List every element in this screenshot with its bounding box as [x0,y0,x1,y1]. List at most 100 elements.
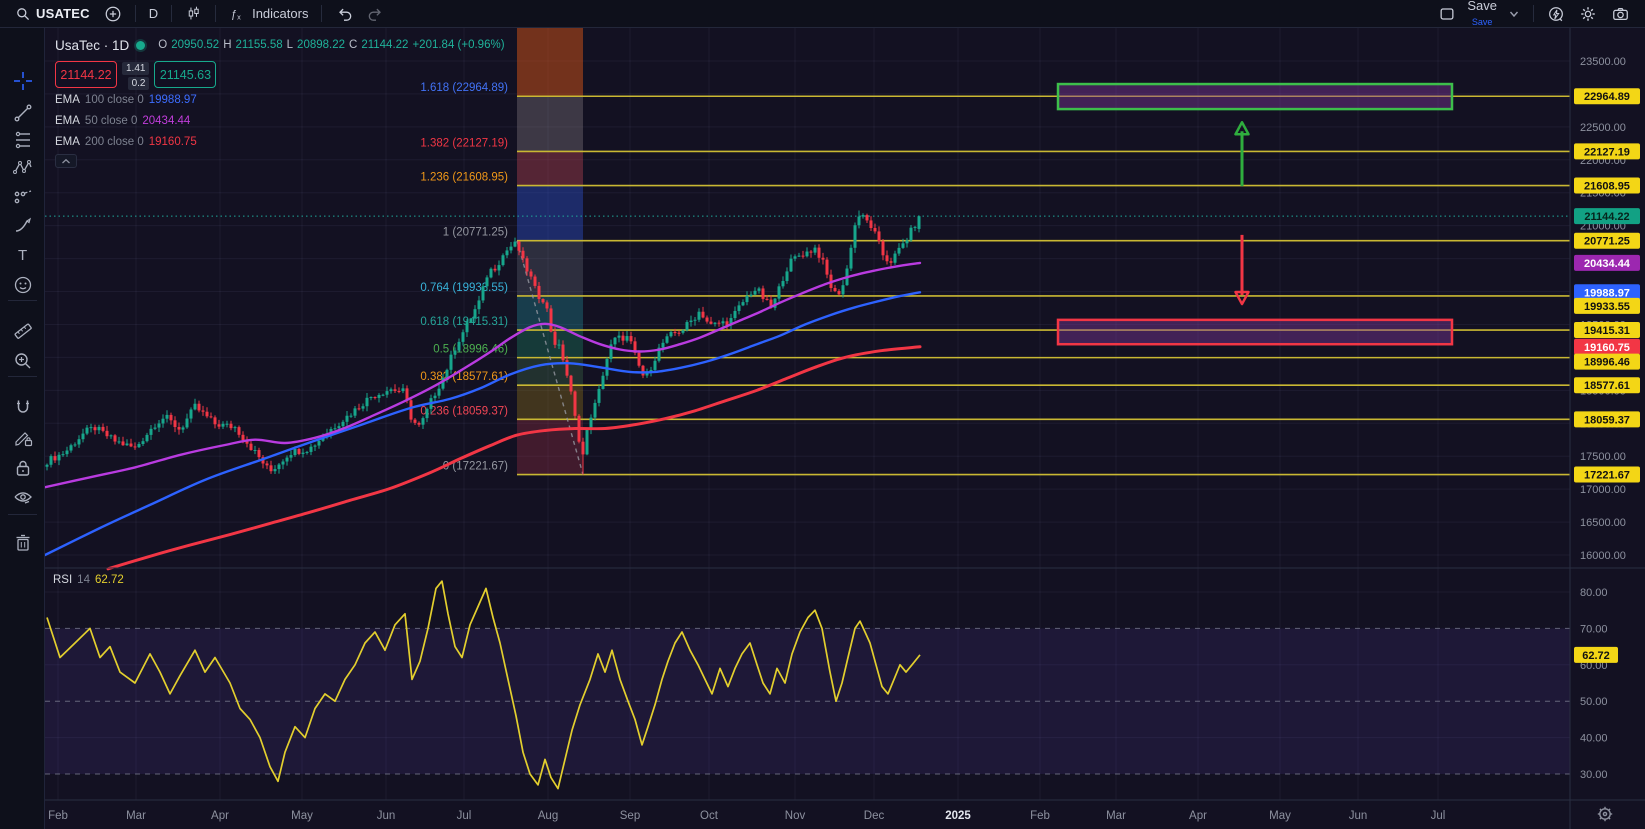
price-axis-badge: 20434.44 [1574,254,1640,271]
xabcd-pattern-icon [12,160,32,174]
svg-text:18577.61: 18577.61 [1584,380,1630,392]
ema-200-line[interactable] [106,345,922,571]
support-zone-box[interactable] [1056,318,1454,346]
chart-style-button[interactable] [178,2,209,25]
layout-square-icon [1440,7,1454,20]
price-axis-badge: 19933.55 [1574,297,1640,314]
time-axis-label: Jul [1431,810,1446,822]
hide-drawings-button[interactable] [7,484,38,512]
eye-icon [14,492,32,504]
alert-clock-icon [1549,6,1563,21]
fib-level-label: 1.382 (22127.19) [420,137,508,149]
price-axis-badge: 21144.22 [1574,208,1640,225]
text-tool-button[interactable]: T [7,241,38,269]
top-toolbar: USATEC D [0,0,1645,28]
time-axis-label: Mar [1106,810,1126,822]
undo-button[interactable] [328,3,360,25]
svg-text:21144.22: 21144.22 [1584,211,1629,223]
axis-settings-gear-icon[interactable] [1597,806,1613,822]
alert-button[interactable] [1540,2,1572,26]
chart-canvas[interactable]: 1.618 (22964.89) 1.382 (22127.19) 1.236 (2… [45,28,1645,829]
crosshair-tool-button[interactable] [7,67,38,95]
svg-text:19415.31: 19415.31 [1584,325,1630,337]
interval-button[interactable]: D [142,3,165,24]
drawing-mode-lock-button[interactable] [7,424,38,452]
compare-add-button[interactable] [97,2,129,26]
toolbar-divider [215,5,217,22]
fib-level-label: 0 (17221.67) [443,461,508,473]
target-zone-box[interactable] [1056,82,1454,111]
sell-button[interactable]: 21144.22 [55,61,117,88]
down-arrow-drawing[interactable] [1234,234,1250,306]
fib-retracement-tool-button[interactable] [7,126,38,154]
up-arrow-drawing[interactable] [1234,121,1250,187]
time-axis-label: Sep [620,810,640,822]
svg-text:17000.00: 17000.00 [1580,484,1626,496]
svg-text:30.00: 30.00 [1580,769,1608,781]
time-axis-label: Jun [377,810,396,822]
change-value: +201.84 (+0.96%) [412,39,505,51]
fib-retracement-icon [15,131,30,149]
trend-line-tool-button[interactable] [7,99,38,127]
fib-band [517,330,583,358]
projection-tool-button[interactable] [7,182,38,210]
fib-level-label: 0.236 (18059.37) [420,405,508,417]
gear-icon [1581,6,1595,21]
legend-collapse-button[interactable] [55,154,77,168]
indicators-button[interactable]: ƒ x Indicators [222,3,315,25]
symbol-title[interactable]: UsaTec · 1D [55,37,130,53]
search-icon [17,7,30,20]
rsi-line[interactable] [46,580,921,790]
indicator-row-ema100[interactable]: EMA 100 close 0 19988.97 [55,93,197,106]
svg-text:70.00: 70.00 [1580,623,1608,635]
time-axis-label: May [291,810,313,822]
sidebar-divider [8,514,37,515]
svg-text:19988.97: 19988.97 [1584,287,1630,299]
fib-baseline [516,240,584,475]
remove-drawings-button[interactable] [7,529,38,557]
zoom-in-tool-button[interactable] [7,347,38,375]
rsi-legend[interactable]: RSI 14 62.72 [53,574,124,586]
ema-50-line[interactable] [45,261,922,489]
brush-tool-button[interactable] [7,212,38,240]
lock-drawings-button[interactable] [7,454,38,482]
spread-bottom: 0.2 [127,77,150,90]
ema-100-line[interactable] [45,291,922,557]
spread-top: 1.41 [122,62,150,75]
fib-level-label: 1 (20771.25) [443,227,508,239]
settings-button[interactable] [1572,2,1604,26]
rsi-pane [45,580,1570,790]
indicator-row-ema50[interactable]: EMA 50 close 0 20434.44 [55,114,191,127]
time-axis-label: Apr [1189,810,1207,822]
svg-text:16500.00: 16500.00 [1580,517,1626,529]
svg-text:22500.00: 22500.00 [1580,122,1626,134]
measure-tool-button[interactable] [7,317,38,345]
toolbar-divider [171,5,173,22]
indicator-row-ema200[interactable]: EMA 200 close 0 19160.75 [55,135,197,148]
svg-text:80.00: 80.00 [1580,587,1608,599]
save-menu-button[interactable] [1501,5,1527,23]
screenshot-button[interactable] [1604,2,1637,26]
redo-button[interactable] [360,3,392,25]
layout-button[interactable] [1431,2,1463,26]
interval-label: D [148,6,159,21]
pattern-tool-button[interactable] [7,154,38,182]
fib-level-label: 0.5 (18996.46) [433,344,508,356]
fib-band [517,185,583,241]
sidebar-divider [8,300,37,301]
svg-text:x: x [237,12,241,21]
price-axis-badge: 19988.97 [1574,284,1640,301]
price-axis[interactable]: 16000.0016500.0017000.0017500.0018000.00… [1574,56,1640,781]
fib-level-label: 1.236 (21608.95) [420,172,508,184]
time-axis[interactable]: Feb Mar Apr May Jun Jul Aug Sep Oct Nov Dec 2025 Feb… [48,806,1613,822]
magnet-mode-button[interactable] [7,394,38,422]
time-axis-label: May [1269,810,1291,822]
save-button[interactable]: Save Save [1463,0,1501,28]
svg-text:18059.37: 18059.37 [1584,414,1630,426]
svg-text:18996.46: 18996.46 [1584,357,1630,369]
chevron-up-icon [62,158,70,163]
text-icon: T [18,247,27,264]
symbol-search-button[interactable]: USATEC [8,3,97,25]
emoji-tool-button[interactable] [7,271,38,299]
buy-button[interactable]: 21145.63 [154,61,217,88]
